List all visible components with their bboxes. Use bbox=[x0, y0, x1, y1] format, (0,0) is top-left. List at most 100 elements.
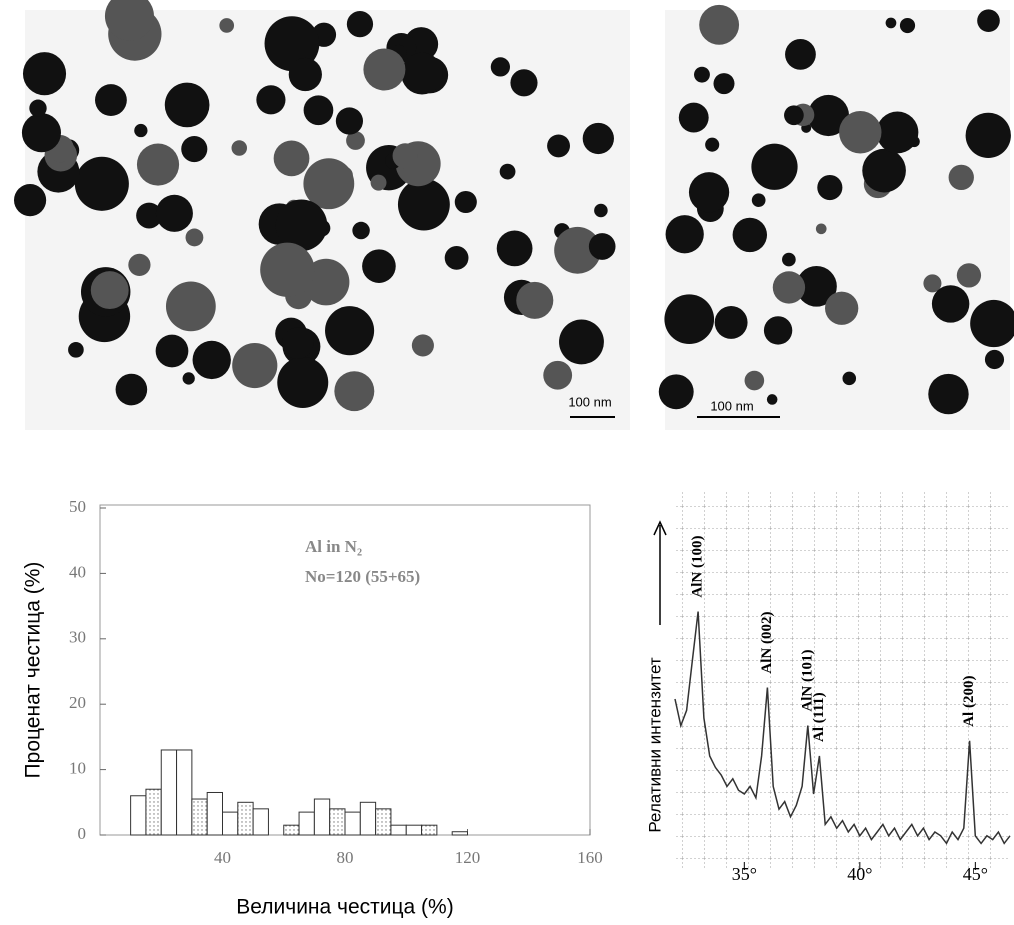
peak-label: AlN (002) bbox=[759, 612, 775, 674]
particle bbox=[713, 73, 735, 95]
particle bbox=[839, 111, 882, 154]
particle bbox=[815, 223, 827, 235]
particle bbox=[303, 158, 355, 210]
x-tick-label: 40° bbox=[847, 864, 872, 884]
particle bbox=[931, 285, 970, 323]
particle bbox=[688, 172, 730, 213]
particle bbox=[543, 360, 573, 390]
particle bbox=[325, 306, 375, 356]
particle bbox=[751, 193, 766, 208]
particle bbox=[772, 271, 806, 304]
particle bbox=[362, 249, 396, 283]
particle bbox=[490, 57, 510, 77]
particle bbox=[281, 327, 314, 359]
particle bbox=[288, 57, 322, 92]
particle bbox=[862, 148, 906, 193]
particle bbox=[782, 252, 796, 267]
particle bbox=[796, 266, 837, 307]
peak-label: AlN (100) bbox=[690, 536, 706, 598]
bar bbox=[298, 811, 315, 836]
particle bbox=[923, 274, 942, 293]
particle bbox=[956, 263, 982, 288]
bar bbox=[329, 808, 346, 836]
particle bbox=[155, 334, 189, 368]
particle bbox=[928, 373, 969, 415]
particle bbox=[370, 174, 387, 191]
x-tick-label: 35° bbox=[732, 864, 757, 884]
particle bbox=[192, 340, 231, 380]
particle bbox=[411, 334, 434, 357]
particle bbox=[392, 143, 418, 169]
particle bbox=[352, 221, 370, 240]
particle bbox=[699, 4, 740, 45]
particle bbox=[232, 342, 278, 389]
particle bbox=[397, 178, 450, 231]
particle bbox=[68, 341, 84, 358]
particle bbox=[134, 123, 148, 138]
spectrum bbox=[674, 611, 1011, 845]
y-axis-label: Проценат честица (%) bbox=[22, 562, 45, 779]
particle bbox=[277, 356, 329, 408]
intensity-arrow bbox=[653, 520, 667, 625]
particle bbox=[363, 48, 406, 91]
bar bbox=[160, 749, 178, 836]
y-tick-label: 10 bbox=[69, 759, 86, 778]
particle bbox=[303, 95, 334, 126]
particle bbox=[751, 143, 798, 190]
particle bbox=[346, 131, 365, 150]
peak-label: Al (200) bbox=[961, 676, 977, 727]
y-tick-label: 30 bbox=[69, 628, 86, 647]
particle bbox=[260, 242, 315, 297]
particle bbox=[136, 143, 180, 186]
scale-label: 100 nm bbox=[710, 398, 753, 413]
bar bbox=[206, 791, 223, 836]
particle bbox=[90, 271, 129, 310]
bar bbox=[344, 811, 361, 836]
x-tick-label: 80 bbox=[337, 848, 354, 867]
bar bbox=[359, 801, 377, 836]
particle bbox=[744, 370, 765, 391]
particle bbox=[74, 156, 129, 211]
x-tick-label: 120 bbox=[455, 848, 481, 867]
particle bbox=[29, 99, 47, 117]
particle bbox=[807, 94, 850, 137]
particle bbox=[588, 233, 616, 260]
particle bbox=[165, 281, 216, 332]
micrographs: 100 nm 100 nm bbox=[13, 0, 1014, 430]
particle bbox=[334, 371, 375, 412]
y-tick-label: 0 bbox=[78, 824, 87, 843]
particle bbox=[115, 373, 148, 406]
peak-label: AlN (101) bbox=[799, 650, 815, 712]
particle bbox=[219, 18, 235, 33]
particle bbox=[694, 66, 710, 83]
particle bbox=[164, 82, 210, 128]
particle bbox=[948, 164, 974, 191]
particle bbox=[970, 299, 1014, 348]
particle bbox=[185, 228, 204, 247]
particle bbox=[401, 52, 443, 95]
x-axis-label: Величина честица (%) bbox=[236, 896, 453, 919]
bar bbox=[283, 824, 300, 836]
y-axis-label: Релативни интензитет bbox=[645, 657, 664, 833]
particle bbox=[665, 215, 704, 254]
particle bbox=[136, 202, 162, 229]
particle bbox=[275, 199, 328, 252]
particle bbox=[516, 281, 554, 319]
particle bbox=[658, 374, 694, 410]
particle bbox=[182, 372, 195, 385]
bar bbox=[252, 808, 269, 836]
particle bbox=[444, 245, 469, 270]
particle bbox=[104, 0, 154, 41]
particle bbox=[705, 137, 720, 152]
particle bbox=[664, 294, 715, 345]
particle bbox=[547, 134, 570, 158]
y-tick-label: 20 bbox=[69, 693, 86, 712]
particle bbox=[21, 113, 61, 153]
particle bbox=[346, 11, 374, 38]
bar bbox=[451, 831, 468, 836]
bar bbox=[421, 824, 438, 836]
particle bbox=[231, 140, 248, 156]
particle bbox=[582, 122, 614, 155]
particle bbox=[785, 38, 816, 70]
